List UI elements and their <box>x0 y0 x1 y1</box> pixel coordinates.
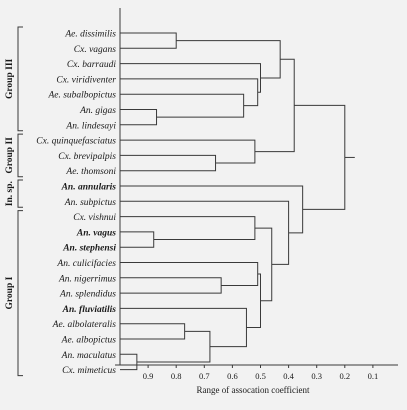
leaf-label: Cx. vagans <box>74 45 117 55</box>
leaf-label: Cx. vishnui <box>73 213 116 223</box>
leaf-label: Ae. thomsoni <box>65 167 116 177</box>
leaf-label: An. annularis <box>61 183 117 193</box>
merge-branch <box>120 154 217 172</box>
merge-branch <box>120 109 158 126</box>
x-tick-label: 0.8 <box>171 371 182 381</box>
leaf-label: Cx. barraudi <box>67 60 116 70</box>
group-bracket <box>17 210 23 377</box>
group-bracket <box>17 133 23 178</box>
leaf-label: Ae. dissimilis <box>64 30 116 40</box>
x-tick-label: 0.7 <box>199 371 210 381</box>
leaf-label: Cx. quinquefasciatus <box>36 136 116 147</box>
merge-branch <box>120 262 259 286</box>
x-axis-title: Range of assocation coefficient <box>196 385 310 395</box>
merge-branch <box>120 231 155 248</box>
group-bracket <box>17 179 23 208</box>
merge-branch <box>136 330 211 363</box>
leaf-label: An. maculatus <box>61 351 117 361</box>
merge-branch <box>120 323 186 340</box>
leaf-label: Cx. mimeticus <box>62 366 116 376</box>
merge-branch <box>120 216 256 241</box>
merge-branch <box>294 104 346 210</box>
merge-branch <box>120 185 304 234</box>
branches <box>120 32 355 371</box>
group-brackets: Group III Group II In. sp. Group I <box>5 26 23 377</box>
x-tick-label: 0.5 <box>255 371 266 381</box>
x-tick-label: 0.9 <box>143 371 154 381</box>
merge-branch <box>120 307 247 348</box>
group-label: In. sp. <box>5 181 15 206</box>
merge-branch <box>246 273 261 329</box>
merge-branch <box>176 40 281 79</box>
group-label: Group I <box>5 276 15 309</box>
group-label: Group II <box>5 137 15 174</box>
x-tick-label: 0.3 <box>311 371 322 381</box>
group-bracket <box>17 26 23 132</box>
leaf-labels: Ae. dissimilis Cx. vagans Cx. barraudi Cx. … <box>36 30 116 377</box>
x-tick-label: 0.4 <box>283 371 294 381</box>
x-tick-label: 0.1 <box>368 371 379 381</box>
leaf-label: Ae. albolateralis <box>52 320 117 330</box>
leaf-label: Ae. subalbopictus <box>47 91 116 101</box>
x-axis: 0.9 0.8 0.7 0.6 0.5 0.4 0.3 0.2 0.1 Range of asso… <box>115 8 398 395</box>
leaf-label: Cx. brevipalpis <box>58 152 116 162</box>
merge-branch <box>120 200 290 265</box>
leaf-label: An. lindesayi <box>65 121 116 131</box>
leaf-label: An. fluviatilis <box>62 305 117 315</box>
merge-branch <box>120 277 222 294</box>
leaf-label: An. culicifacies <box>56 258 116 269</box>
merge-branch <box>120 353 138 371</box>
leaf-label: An. gigas <box>79 106 116 116</box>
leaf-label: An. subpictus <box>64 198 116 208</box>
merge-branch <box>120 78 259 107</box>
merge-branch <box>120 93 245 118</box>
leaf-label: Cx. viridiventer <box>56 75 116 85</box>
leaf-label: An. stephensi <box>62 244 116 254</box>
merge-branch <box>120 32 177 49</box>
leaf-label: Ae. albopictus <box>61 336 117 346</box>
merge-branch <box>120 63 261 93</box>
x-tick-label: 0.6 <box>227 371 238 381</box>
x-tick-label: 0.2 <box>339 371 350 381</box>
leaf-label: An. nigerrimus <box>58 274 116 284</box>
leaf-label: An. vagus <box>76 228 116 238</box>
merge-branch <box>120 139 256 164</box>
leaf-label: An. splendidus <box>59 290 116 300</box>
group-label: Group III <box>5 58 15 99</box>
